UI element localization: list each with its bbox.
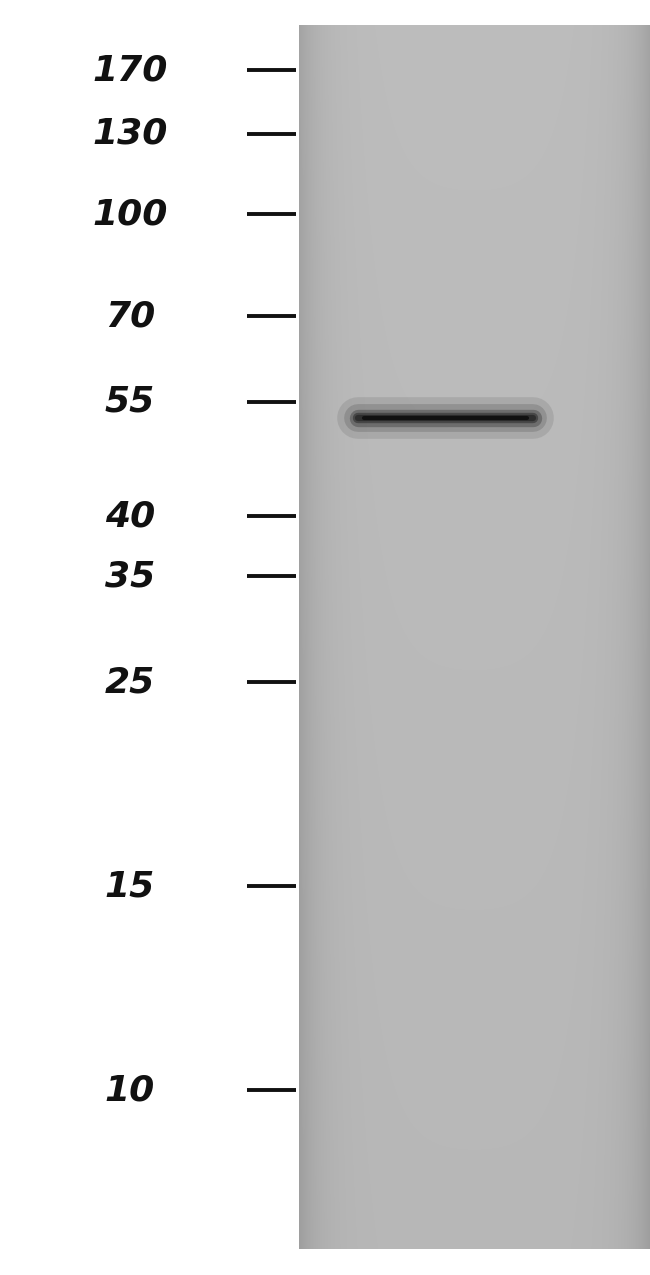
- Text: 70: 70: [105, 300, 155, 333]
- Text: 25: 25: [105, 666, 155, 699]
- Text: 40: 40: [105, 500, 155, 533]
- Text: 10: 10: [105, 1074, 155, 1107]
- Bar: [0, 0, 299, 1275]
- Text: 100: 100: [92, 198, 168, 231]
- Text: 55: 55: [105, 385, 155, 418]
- Text: 15: 15: [105, 870, 155, 903]
- Text: 35: 35: [105, 560, 155, 593]
- Text: 130: 130: [92, 117, 168, 150]
- Text: 170: 170: [92, 54, 168, 87]
